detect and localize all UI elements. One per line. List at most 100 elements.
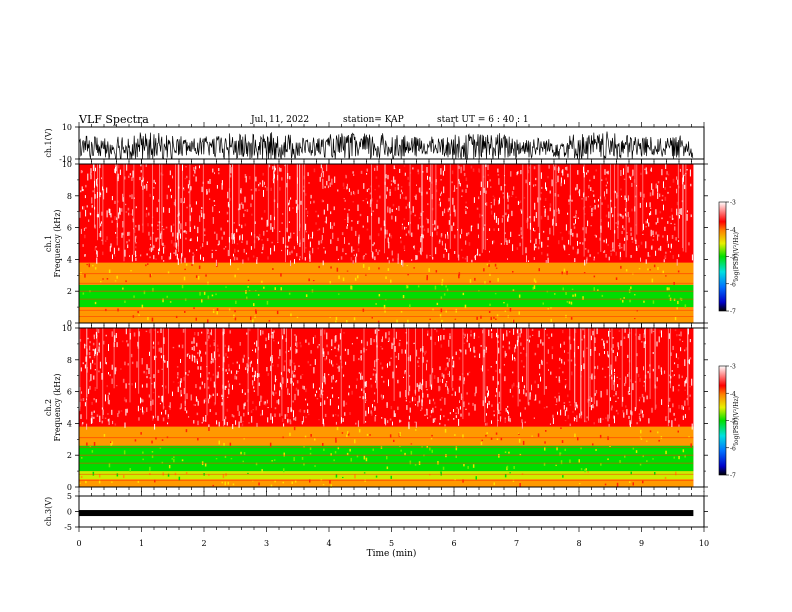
spectrogram-texture — [320, 240, 323, 244]
spectrogram-speckle — [366, 341, 368, 346]
spectrogram-speckle — [497, 381, 499, 385]
spectrogram-speckle — [337, 348, 339, 350]
spectrogram-speckle — [292, 374, 294, 378]
spectrogram-speckle — [128, 383, 130, 385]
spectrogram-speckle — [125, 399, 127, 403]
spectrogram-texture — [255, 406, 257, 411]
spectrogram-speckle — [135, 382, 136, 389]
spectrogram-texture — [525, 219, 528, 223]
spectrogram-speckle — [657, 192, 659, 199]
spectrogram-speckle — [650, 167, 652, 172]
spectrogram-texture — [390, 406, 393, 410]
spectrogram-texture — [584, 238, 586, 242]
spectrogram-speckle — [232, 424, 234, 430]
spectrogram-speckle — [362, 225, 364, 228]
spectrogram-texture — [642, 480, 644, 484]
spectrogram-texture — [647, 268, 649, 271]
spectrogram-speckle — [338, 405, 339, 410]
spectrogram-texture — [133, 332, 136, 337]
spectrogram-texture — [226, 408, 229, 412]
spectrogram-speckle — [459, 400, 460, 404]
spectrogram-speckle — [134, 236, 136, 243]
spectrogram-texture — [472, 402, 474, 406]
spectrogram-texture — [303, 463, 305, 466]
spectrogram-speckle — [401, 223, 403, 226]
spectrogram-texture — [444, 429, 447, 433]
spectrogram-texture — [142, 410, 144, 415]
spectrogram-speckle — [465, 349, 467, 355]
spectrogram-texture — [604, 196, 606, 200]
spectrogram-speckle — [271, 355, 273, 359]
colorbar-label: log(PSD)(V²/Hz) — [733, 396, 740, 445]
spectrogram-texture — [455, 308, 457, 313]
spectrogram-speckle — [643, 380, 645, 383]
spectrogram-speckle — [212, 358, 214, 363]
spectrogram-texture — [149, 248, 151, 251]
spectrogram-speckle — [583, 350, 585, 358]
spectrogram-speckle — [295, 199, 297, 204]
spectrogram-speckle — [213, 351, 215, 359]
spectrogram-speckle — [272, 166, 274, 170]
spectrogram-speckle — [272, 416, 273, 424]
spectrogram-texture — [345, 402, 348, 405]
spectrogram-texture — [604, 483, 607, 486]
spectrogram-speckle — [408, 222, 409, 226]
spectrogram-speckle — [344, 208, 346, 210]
spectrogram-speckle — [192, 252, 194, 254]
spectrogram-speckle — [161, 395, 163, 402]
spectrogram-speckle — [326, 180, 328, 186]
spectrogram-texture — [403, 197, 405, 199]
spectrogram-speckle — [652, 352, 654, 354]
spectrogram-speckle — [528, 339, 530, 343]
spectrogram-texture — [662, 235, 664, 238]
spectrogram-speckle — [241, 234, 243, 241]
spectrogram-texture — [350, 285, 352, 290]
spectrogram-speckle — [209, 179, 211, 185]
spectrogram-speckle — [458, 254, 460, 261]
spectrogram-texture — [185, 263, 188, 266]
spectrogram-speckle — [364, 382, 366, 387]
spectrogram-texture — [566, 270, 568, 275]
spectrogram-speckle — [199, 349, 200, 357]
spectrogram-texture — [293, 362, 295, 365]
spectrogram-texture — [247, 286, 249, 288]
spectrogram-texture — [302, 185, 305, 188]
spectrogram-speckle — [263, 230, 265, 236]
spectrogram-speckle — [619, 251, 621, 258]
spectrogram-texture — [283, 452, 285, 457]
spectrogram-speckle — [604, 191, 605, 197]
spectrogram-texture — [305, 388, 307, 393]
spectrogram-streak — [462, 328, 464, 420]
spectrogram-texture — [643, 384, 645, 387]
spectrogram-band — [79, 328, 694, 427]
spectrogram-texture — [493, 228, 495, 231]
spectrogram-speckle — [305, 231, 307, 233]
spectrogram-speckle — [466, 184, 468, 188]
spectrogram-speckle — [417, 401, 419, 407]
spectrogram-texture — [370, 384, 373, 388]
spectrogram-speckle — [465, 408, 467, 410]
spectrogram-speckle — [375, 415, 377, 417]
spectrogram-speckle — [390, 183, 392, 186]
spectrogram-speckle — [356, 253, 358, 257]
spectrogram-texture — [600, 463, 602, 466]
spectrogram-speckle — [92, 348, 94, 351]
spectrogram-speckle — [628, 217, 630, 223]
spectrogram-texture — [229, 174, 232, 178]
spectrogram-texture — [465, 177, 468, 182]
spectrogram-speckle — [453, 360, 455, 368]
spectrogram-texture — [340, 256, 343, 260]
spectrogram-texture — [205, 274, 207, 277]
spectrogram-texture — [289, 419, 291, 422]
spectrogram-texture — [341, 365, 343, 369]
spectrogram-speckle — [212, 217, 214, 224]
spectrogram-speckle — [593, 194, 595, 197]
spectrogram-speckle — [665, 164, 667, 170]
spectrogram-speckle — [218, 366, 220, 368]
spectrogram-speckle — [607, 351, 609, 357]
spectrogram-texture — [314, 438, 316, 441]
spectrogram-texture — [218, 172, 220, 175]
spectrogram-speckle — [108, 392, 110, 395]
spectrogram-speckle — [593, 175, 595, 179]
